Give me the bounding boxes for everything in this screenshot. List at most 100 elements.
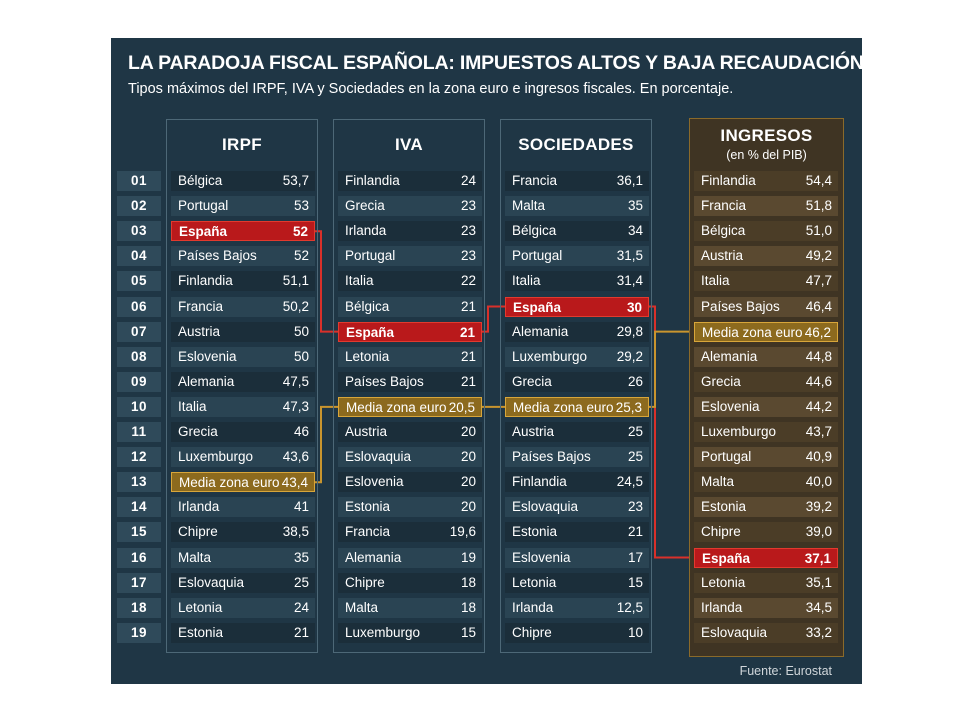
value-label: 43,4 — [281, 475, 308, 491]
value-label: 46 — [293, 424, 309, 439]
table-row: Francia 51,8 — [694, 196, 838, 217]
country-label: Países Bajos — [345, 373, 424, 389]
value-label: 39,2 — [805, 499, 832, 515]
column-subheader: (en % del PIB) — [726, 148, 807, 162]
spain-row: España 52 — [171, 221, 315, 242]
row-number: 01 — [117, 171, 161, 191]
country-label: Bélgica — [178, 173, 223, 188]
country-label: Luxemburgo — [512, 348, 588, 364]
spain-connector-line — [649, 305, 694, 559]
country-label: Media zona euro — [702, 324, 803, 340]
row-number: 18 — [117, 597, 161, 618]
row-number: 08 — [117, 346, 161, 367]
spain-row: España 30 — [505, 296, 649, 317]
country-label: Países Bajos — [512, 449, 591, 465]
value-label: 20 — [460, 499, 476, 515]
table-row: Malta 35 — [505, 196, 649, 217]
table-row: Finlandia 51,1 — [171, 271, 315, 292]
chart-subtitle: Tipos máximos del IRPF, IVA y Sociedades… — [128, 81, 734, 97]
spain-row: España 37,1 — [694, 547, 838, 568]
table-row: Alemania 19 — [338, 547, 482, 568]
value-label: 24,5 — [616, 474, 643, 490]
value-label: 50 — [293, 348, 309, 364]
value-label: 30 — [626, 299, 642, 315]
table-row: Finlandia 54,4 — [694, 171, 838, 191]
table-row: Austria 50 — [171, 321, 315, 342]
row-number: 06 — [117, 296, 161, 317]
value-label: 35,1 — [805, 574, 832, 590]
value-label: 29,2 — [616, 348, 643, 364]
country-label: Italia — [512, 273, 541, 289]
country-label: España — [702, 550, 751, 566]
table-row: Eslovaquia 23 — [505, 497, 649, 518]
country-label: Grecia — [701, 373, 741, 389]
country-label: Países Bajos — [178, 248, 257, 264]
table-row: Austria 20 — [338, 422, 482, 442]
table-row: Bélgica 53,7 — [171, 171, 315, 191]
table-row: Finlandia 24,5 — [505, 472, 649, 493]
value-label: 34,5 — [805, 599, 832, 615]
row-number: 12 — [117, 447, 161, 468]
country-label: Estonia — [701, 499, 747, 515]
country-label: Austria — [345, 424, 388, 439]
country-label: Grecia — [345, 198, 385, 214]
country-label: Finlandia — [701, 173, 756, 188]
country-label: Austria — [701, 248, 744, 264]
column-iva: IVA — [333, 119, 485, 653]
table-row: Países Bajos 46,4 — [694, 296, 838, 317]
row-number: 07 — [117, 321, 161, 342]
column-header: IRPF — [222, 135, 262, 154]
table-row: Estonia 21 — [171, 622, 315, 643]
table-row: Portugal 23 — [338, 246, 482, 267]
table-row: Portugal 53 — [171, 196, 315, 217]
country-label: Chipre — [178, 524, 218, 540]
country-label: Malta — [178, 549, 212, 565]
country-label: España — [513, 299, 562, 315]
table-row: Francia 36,1 — [505, 171, 649, 191]
value-label: 23 — [627, 499, 643, 515]
row-number: 19 — [117, 622, 161, 643]
column-header: SOCIEDADES — [518, 135, 634, 154]
table-row: Luxemburgo 43,6 — [171, 447, 315, 468]
column-header: IVA — [395, 135, 423, 154]
country-label: Portugal — [701, 449, 752, 465]
country-label: Estonia — [178, 624, 224, 640]
table-row: Alemania 44,8 — [694, 346, 838, 367]
value-label: 36,1 — [616, 173, 643, 188]
country-label: Eslovenia — [512, 549, 571, 565]
table-row: Austria 25 — [505, 422, 649, 442]
table-row: Letonia 24 — [171, 597, 315, 618]
country-label: Italia — [345, 273, 374, 289]
country-label: Alemania — [345, 549, 402, 565]
table-row: Eslovaquia 20 — [338, 447, 482, 468]
country-label: Luxemburgo — [701, 424, 777, 439]
average-connector-line — [649, 330, 694, 408]
value-label: 49,2 — [805, 248, 832, 264]
table-row: Italia 31,4 — [505, 271, 649, 292]
column-irpf: IRPF — [166, 119, 318, 653]
value-label: 21 — [293, 624, 309, 640]
country-label: Media zona euro — [513, 399, 614, 415]
table-row: Irlanda 12,5 — [505, 597, 649, 618]
row-number: 03 — [117, 221, 161, 242]
table-row: Malta 18 — [338, 597, 482, 618]
country-label: Portugal — [178, 198, 229, 214]
column-header: INGRESOS — [720, 126, 813, 145]
value-label: 25,3 — [615, 399, 642, 415]
value-label: 39,0 — [805, 524, 832, 540]
row-number: 15 — [117, 522, 161, 543]
country-label: Países Bajos — [701, 298, 780, 314]
table-row: Grecia 46 — [171, 422, 315, 442]
value-label: 25 — [627, 449, 643, 465]
row-number: 13 — [117, 472, 161, 493]
row-number: 04 — [117, 246, 161, 267]
value-label: 25 — [627, 424, 643, 439]
value-label: 12,5 — [616, 599, 643, 615]
value-label: 19,6 — [449, 524, 476, 540]
table-row: Irlanda 23 — [338, 221, 482, 242]
table-row: Bélgica 34 — [505, 221, 649, 242]
value-label: 35 — [627, 198, 643, 214]
table-row: Italia 47,3 — [171, 396, 315, 417]
table-row: Portugal 40,9 — [694, 447, 838, 468]
table-row: Austria 49,2 — [694, 246, 838, 267]
